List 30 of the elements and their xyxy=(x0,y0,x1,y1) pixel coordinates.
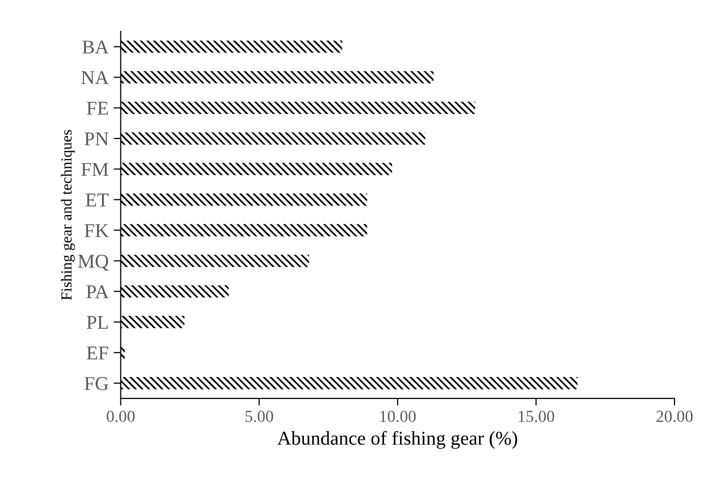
x-tick-label: 10.00 xyxy=(380,410,416,422)
bar xyxy=(120,162,392,176)
y-tick-label: FM xyxy=(81,163,108,176)
bar xyxy=(120,132,426,145)
bar xyxy=(120,377,578,390)
bar xyxy=(120,254,309,267)
y-tick-label: PA xyxy=(86,285,109,298)
x-axis-title: Abundance of fishing gear (%) xyxy=(277,430,518,449)
bar xyxy=(120,40,342,53)
bar xyxy=(120,71,434,84)
y-axis-title: Fishing gear and techniques xyxy=(60,130,75,300)
y-tick-label: NA xyxy=(81,71,109,84)
bar xyxy=(120,316,184,328)
y-tick-label: EF xyxy=(86,346,108,360)
bar xyxy=(120,194,368,206)
bar xyxy=(120,224,368,236)
y-tick-label: PN xyxy=(84,132,108,146)
y-tick-label: BA xyxy=(82,40,109,54)
y-tick-label: FK xyxy=(84,224,109,237)
x-tick-label: 0.00 xyxy=(106,410,135,422)
y-tick-label: FG xyxy=(84,377,108,390)
y-tick-label: MQ xyxy=(78,254,109,271)
x-tick-label: 5.00 xyxy=(246,410,274,422)
bar xyxy=(120,285,229,298)
x-tick-label: 15.00 xyxy=(518,410,554,422)
y-tick-label: PL xyxy=(86,316,108,329)
bar xyxy=(120,102,476,114)
y-tick-label: ET xyxy=(86,194,109,206)
y-tick-label: FE xyxy=(86,102,108,115)
x-tick-label: 20.00 xyxy=(656,410,693,422)
